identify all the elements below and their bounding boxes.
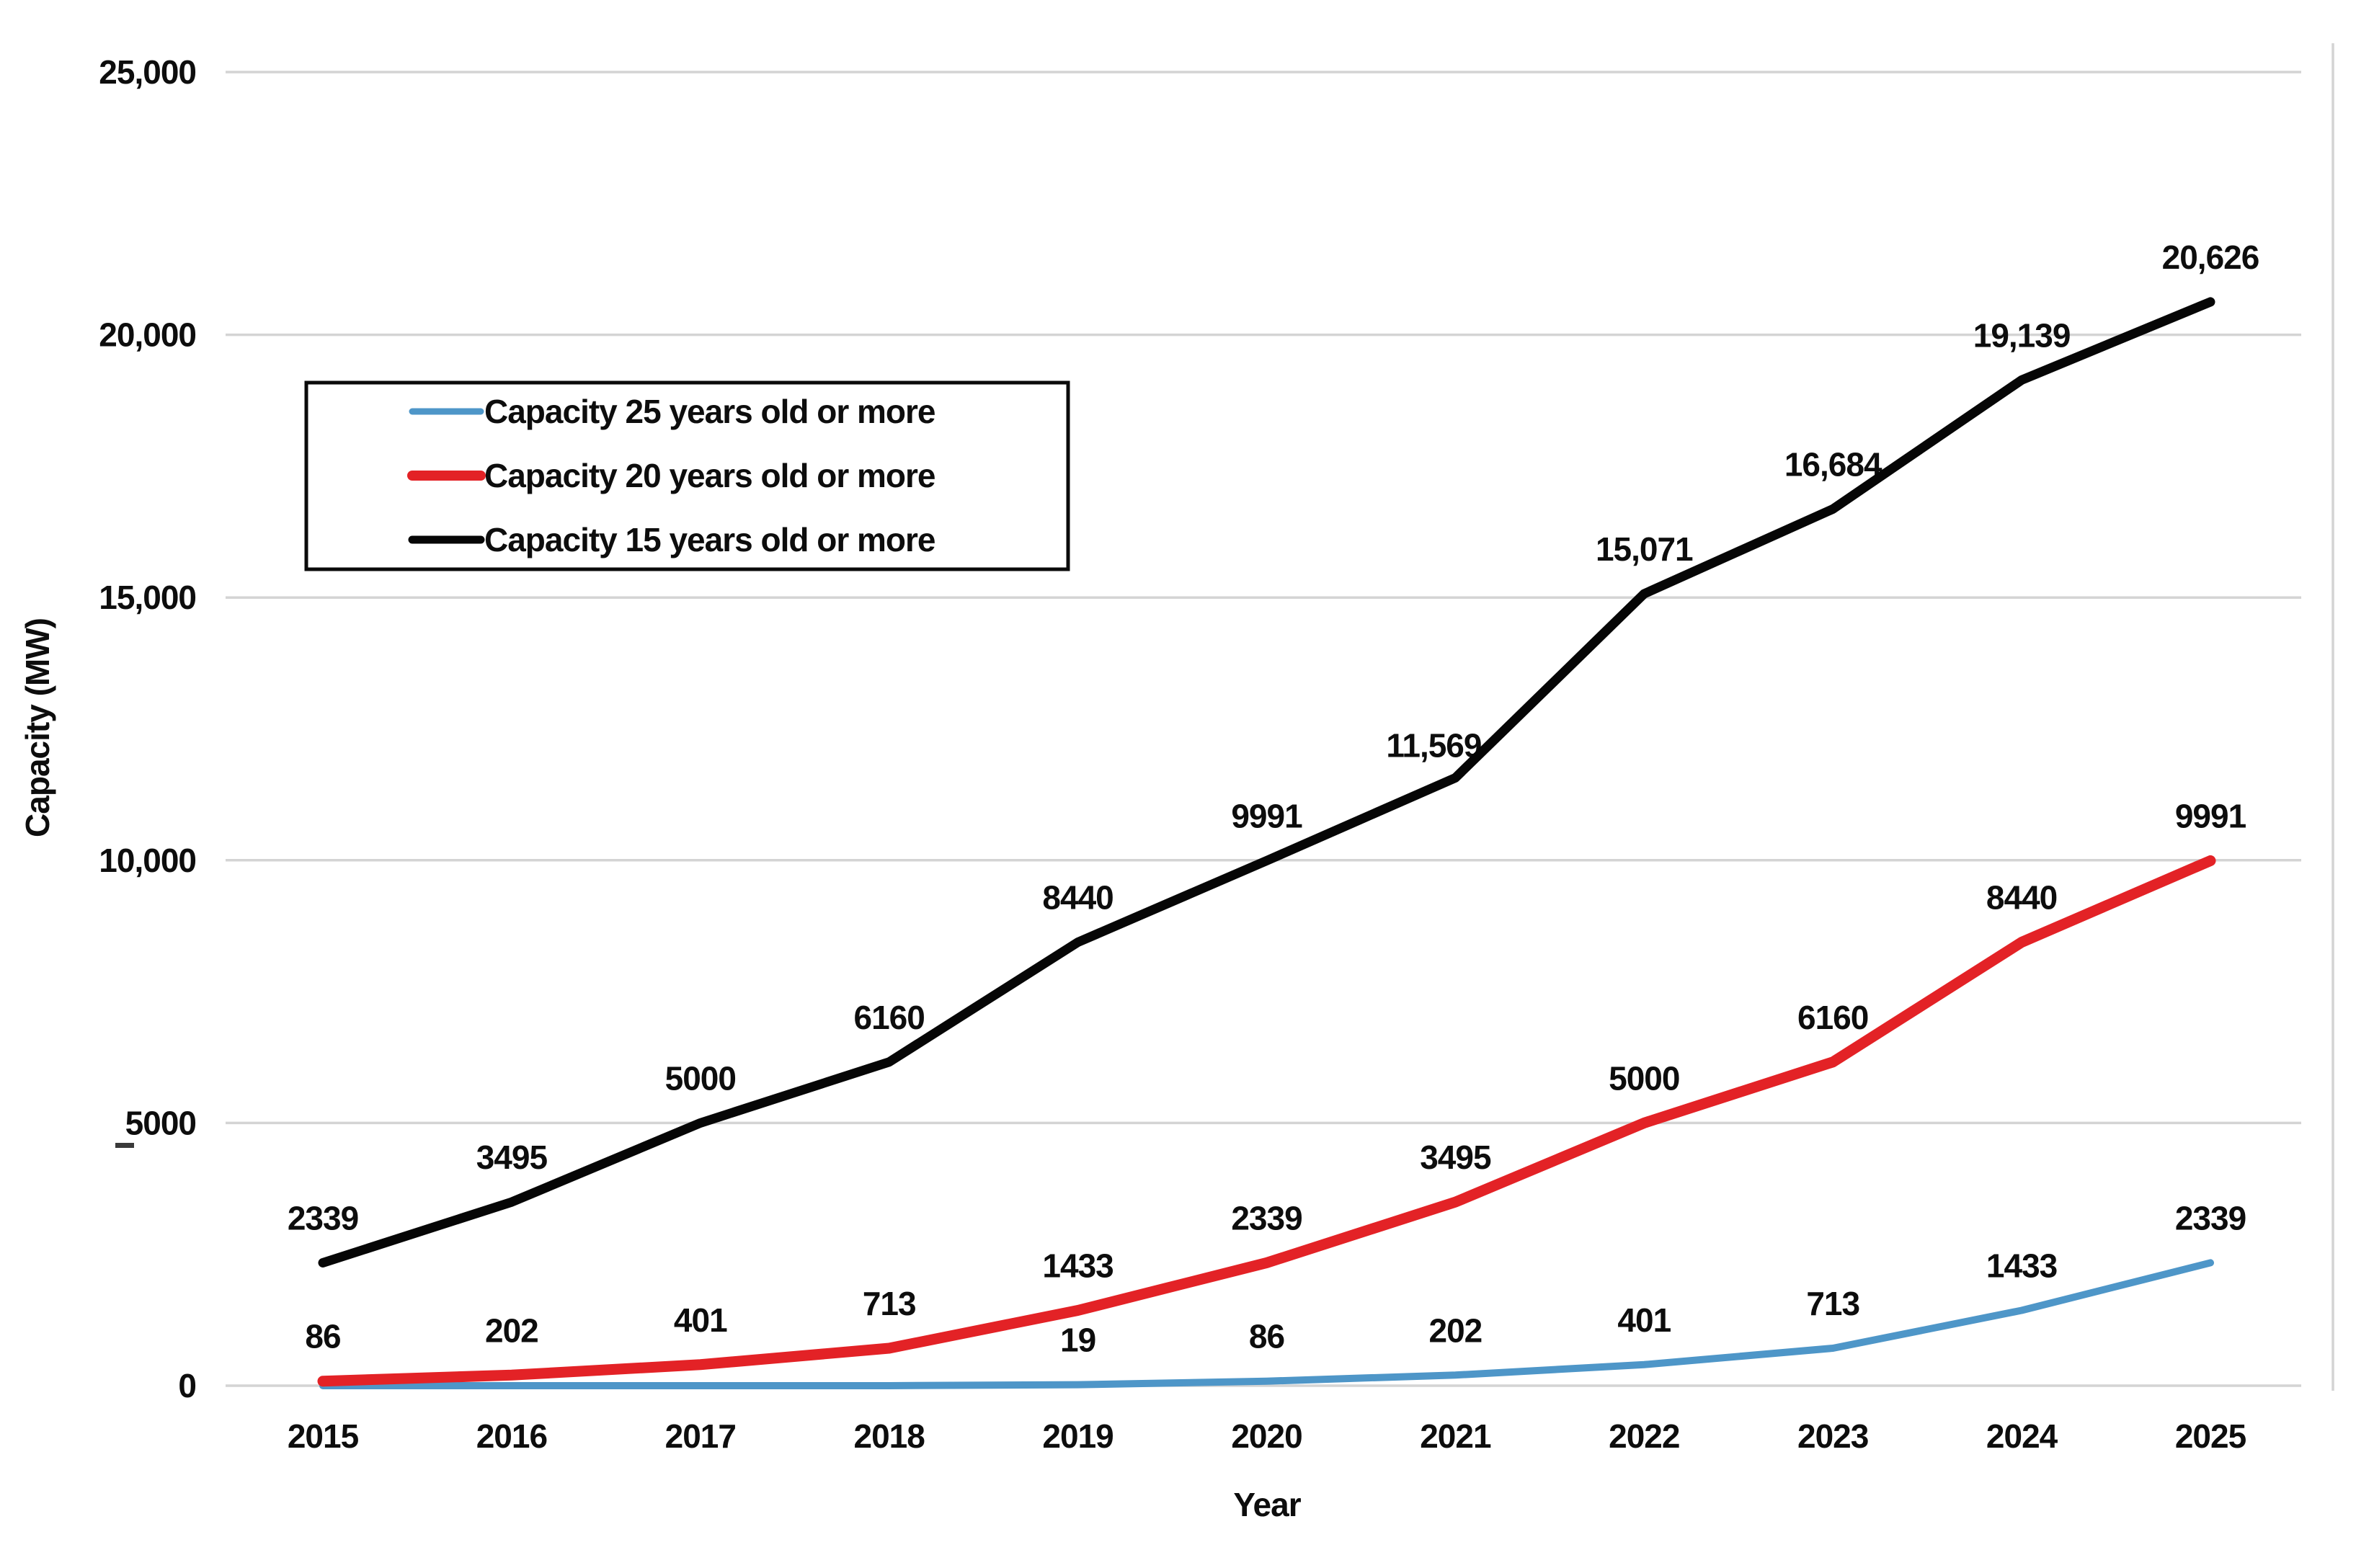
data-label-15yr-2016: 3495: [476, 1139, 548, 1176]
data-label-15yr-2022: 15,071: [1596, 530, 1693, 568]
series-line-25yr: [319, 1259, 2214, 1389]
x-tick-label-2018: 2018: [854, 1417, 925, 1455]
data-label-20yr-2023: 6160: [1797, 999, 1868, 1036]
data-label-25yr-2020: 86: [1249, 1318, 1284, 1355]
data-label-15yr-2018: 6160: [854, 999, 925, 1036]
data-label-15yr-2015: 2339: [288, 1199, 358, 1237]
y-tick-label-10000: 10,000: [99, 842, 196, 879]
x-tick-label-2015: 2015: [288, 1417, 359, 1455]
y-tick-labels: 0 5000 10,000 15,000 20,000 25,000: [99, 53, 197, 1404]
x-tick-label-2016: 2016: [476, 1417, 547, 1455]
x-tick-label-2024: 2024: [1986, 1417, 2058, 1455]
legend-label-20yr: Capacity 20 years old or more: [484, 457, 935, 494]
y-tick-label-15000: 15,000: [99, 579, 196, 616]
legend-label-15yr: Capacity 15 years old or more: [484, 521, 935, 558]
data-label-15yr-2017: 5000: [665, 1059, 736, 1097]
data-label-15yr-2021: 11,569: [1386, 726, 1481, 764]
data-label-15yr-2019: 8440: [1042, 879, 1113, 917]
x-tick-label-2020: 2020: [1231, 1417, 1302, 1455]
data-label-20yr-2025: 9991: [2175, 797, 2246, 834]
legend: Capacity 25 years old or more Capacity 20…: [304, 380, 1070, 571]
legend-label-25yr: Capacity 25 years old or more: [484, 393, 935, 430]
data-label-20yr-2020: 2339: [1231, 1199, 1302, 1237]
series-line-15yr: [318, 297, 2215, 1268]
data-label-20yr-2022: 5000: [1609, 1059, 1679, 1097]
x-tick-labels: 2015 2016 2017 2018 2019 2020 2021 2022 2023 2024…: [288, 1417, 2247, 1455]
data-label-15yr-2020: 9991: [1231, 797, 1302, 834]
data-label-15yr-2024: 19,139: [1973, 316, 2071, 354]
x-axis-title: Year: [1233, 1486, 1301, 1523]
stray-tick-mark: [115, 1143, 134, 1148]
x-tick-label-2019: 2019: [1042, 1417, 1113, 1455]
data-label-20yr-2018: 713: [863, 1285, 916, 1322]
x-tick-label-2025: 2025: [2175, 1417, 2246, 1455]
data-label-15yr-2023: 16,684: [1784, 445, 1882, 483]
data-label-25yr-2024: 1433: [1986, 1247, 2057, 1285]
y-tick-label-25000: 25,000: [99, 53, 196, 91]
data-label-20yr-2021: 3495: [1420, 1139, 1491, 1176]
x-tick-label-2022: 2022: [1609, 1417, 1679, 1455]
data-label-15yr-2025: 20,626: [2162, 239, 2259, 276]
x-tick-label-2021: 2021: [1420, 1417, 1491, 1455]
data-label-20yr-2017: 401: [674, 1301, 727, 1339]
y-tick-label-0: 0: [178, 1367, 196, 1404]
y-tick-label-5000: 5000: [125, 1104, 196, 1141]
data-label-20yr-2015: 86: [305, 1318, 340, 1355]
x-tick-label-2023: 2023: [1797, 1417, 1868, 1455]
y-axis-title: Capacity (MW): [19, 618, 56, 837]
data-label-25yr-2019: 19: [1060, 1322, 1095, 1359]
data-label-20yr-2016: 202: [485, 1311, 538, 1349]
data-label-25yr-2022: 401: [1617, 1301, 1671, 1339]
series-lines: [317, 297, 2216, 1389]
y-tick-label-20000: 20,000: [99, 316, 196, 354]
series-line-20yr: [317, 855, 2216, 1387]
data-label-20yr-2019: 1433: [1042, 1247, 1113, 1285]
x-tick-label-2017: 2017: [665, 1417, 736, 1455]
data-label-25yr-2023: 713: [1806, 1285, 1859, 1322]
data-label-25yr-2025: 2339: [2175, 1199, 2246, 1237]
data-label-20yr-2024: 8440: [1986, 879, 2057, 917]
data-label-25yr-2021: 202: [1429, 1311, 1482, 1349]
data-labels: 19 86 202 401 713 1433 2339 86 202 401 713 1433 2339…: [288, 239, 2260, 1359]
